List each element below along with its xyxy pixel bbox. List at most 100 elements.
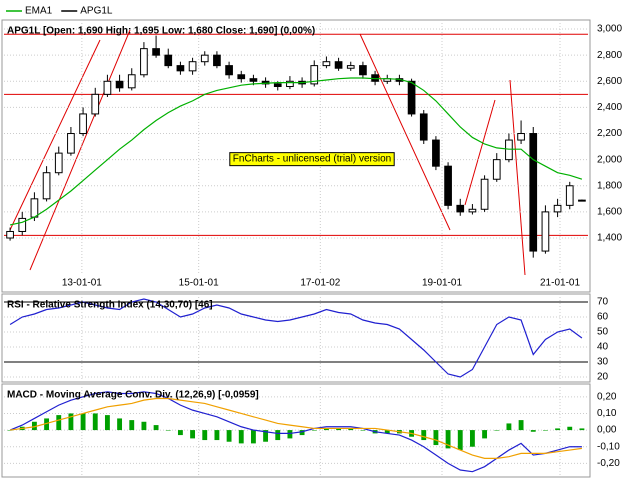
histogram-bar — [360, 430, 366, 431]
candle-body — [188, 61, 197, 72]
histogram-bar — [141, 421, 147, 431]
watermark: FnCharts - unlicensed (trial) version — [233, 154, 391, 165]
histogram-bar — [433, 430, 439, 446]
y-tick-label: 0,00 — [597, 425, 617, 436]
watermark-bg — [229, 152, 395, 167]
histogram-bar — [56, 415, 62, 431]
candle-body — [115, 80, 124, 89]
candle-body — [286, 80, 294, 88]
y-tick-label: 0,20 — [597, 391, 617, 402]
candle-body — [553, 204, 562, 213]
y-tick-label: 2,000 — [597, 154, 622, 165]
histogram-bar — [384, 430, 390, 434]
histogram-bar — [506, 423, 512, 431]
candle-body — [432, 139, 440, 167]
histogram-bar — [190, 430, 196, 439]
histogram-bar — [457, 430, 463, 451]
histogram-bar — [567, 426, 573, 431]
candle-body — [79, 113, 87, 135]
rsi-panel — [1, 293, 591, 383]
histogram-bar — [7, 430, 13, 431]
histogram-bar — [177, 430, 183, 436]
histogram-bar — [530, 430, 536, 432]
candle-body — [578, 199, 586, 202]
candle-body — [517, 133, 525, 141]
y-tick-label: 2,400 — [597, 102, 622, 113]
x-tick-label: 13-01-01 — [62, 278, 102, 289]
y-tick-label: 50 — [597, 327, 609, 338]
candle-body — [322, 61, 331, 67]
histogram-bar — [336, 428, 342, 431]
trend-line — [464, 99, 496, 206]
histogram-bar — [153, 425, 159, 431]
macd-line — [9, 391, 582, 473]
candle-body — [213, 54, 221, 67]
histogram-bar — [348, 428, 354, 431]
candle-body — [565, 185, 574, 206]
histogram-bar — [104, 415, 110, 431]
histogram-bar — [250, 430, 256, 444]
y-tick-label: 30 — [597, 357, 609, 368]
candle-body — [480, 178, 489, 210]
histogram-bar — [469, 430, 475, 447]
trend-line — [359, 33, 451, 231]
x-tick-label: 15-01-01 — [179, 278, 219, 289]
histogram-bar — [323, 428, 329, 431]
histogram-bar — [165, 430, 171, 431]
panel-title: RSI - Relative Strength Index (14,30,70)… — [7, 300, 213, 311]
candle-body — [456, 204, 465, 213]
histogram-bar — [44, 418, 50, 431]
y-tick-label: 3,000 — [597, 24, 622, 35]
candle-body — [334, 61, 343, 69]
y-tick-label: 60 — [597, 312, 609, 323]
candle-body — [529, 133, 538, 252]
histogram-bar — [80, 413, 86, 431]
x-tick-label: 19-01-01 — [422, 278, 462, 289]
y-tick-label: -0,10 — [597, 441, 620, 452]
y-tick-label: 40 — [597, 342, 609, 353]
candle-body — [359, 65, 367, 76]
y-tick-label: 2,200 — [597, 128, 622, 139]
trend-line — [29, 29, 131, 271]
candle-body — [42, 172, 51, 200]
histogram-bar — [287, 430, 293, 439]
histogram-bar — [31, 421, 37, 431]
histogram-bar — [263, 430, 269, 442]
candle-body — [152, 48, 160, 56]
x-tick-label: 17-01-02 — [300, 278, 340, 289]
panel-title: APG1L [Open: 1,690 High: 1,695 Low: 1,68… — [7, 26, 315, 37]
histogram-bar — [445, 430, 451, 449]
x-tick-label: 21-01-01 — [540, 278, 580, 289]
candle-body — [18, 217, 27, 232]
candle-body — [103, 80, 112, 95]
y-tick-label: 70 — [597, 297, 609, 308]
y-tick-label: -0,20 — [597, 458, 620, 469]
histogram-bar — [311, 430, 317, 431]
candle-body — [91, 93, 100, 115]
candle-body — [273, 83, 282, 88]
y-tick-label: 1,600 — [597, 207, 622, 218]
histogram-bar — [299, 430, 305, 436]
histogram-bar — [421, 430, 427, 441]
candle-body — [505, 139, 513, 161]
candle-body — [164, 54, 173, 67]
histogram-bar — [226, 430, 232, 442]
candle-body — [346, 65, 355, 69]
y-tick-label: 1,800 — [597, 180, 622, 191]
ema-line — [9, 77, 583, 226]
legend-label: APG1L — [80, 6, 113, 17]
histogram-bar — [579, 428, 585, 431]
candle-body — [200, 54, 209, 63]
histogram-bar — [214, 430, 220, 441]
candle-body — [225, 65, 233, 76]
candle-body — [444, 165, 452, 206]
candle-body — [541, 211, 550, 252]
y-tick-label: 20 — [597, 372, 609, 383]
y-tick-label: 2,600 — [597, 76, 622, 87]
candle-body — [6, 230, 14, 239]
histogram-bar — [275, 430, 281, 441]
candle-body — [468, 208, 477, 213]
histogram-bar — [129, 420, 135, 431]
y-tick-label: 2,800 — [597, 50, 622, 61]
